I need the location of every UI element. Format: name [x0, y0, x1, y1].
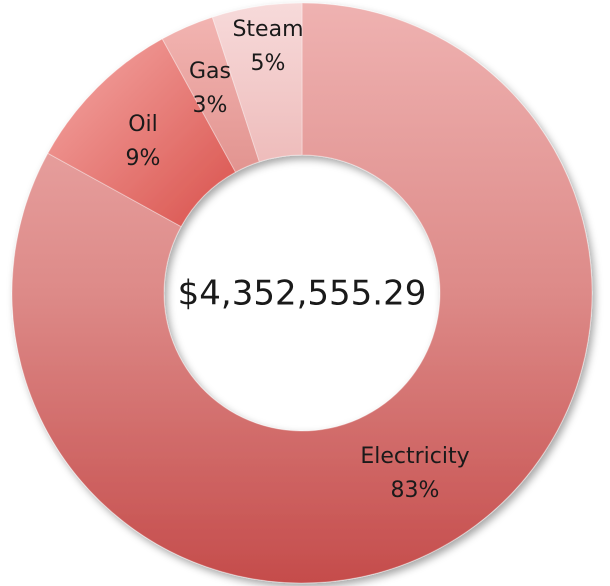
- slice-label-gas: Gas: [189, 59, 231, 84]
- slice-steam: [211, 2, 303, 163]
- slice-electricity: [11, 2, 593, 584]
- center-total-label: $4,352,555.29: [178, 274, 427, 314]
- slice-percent-oil: 9%: [126, 146, 161, 171]
- donut-slices: [11, 2, 593, 584]
- slice-label-oil: Oil: [128, 112, 158, 137]
- slice-percent-gas: 3%: [193, 93, 228, 118]
- slice-label-electricity: Electricity: [360, 444, 469, 469]
- slice-percent-steam: 5%: [251, 51, 286, 76]
- donut-labels: Electricity 83% Oil 9% Gas 3% Steam 5%: [126, 17, 470, 503]
- slice-label-steam: Steam: [232, 17, 303, 42]
- slice-percent-electricity: 83%: [391, 478, 440, 503]
